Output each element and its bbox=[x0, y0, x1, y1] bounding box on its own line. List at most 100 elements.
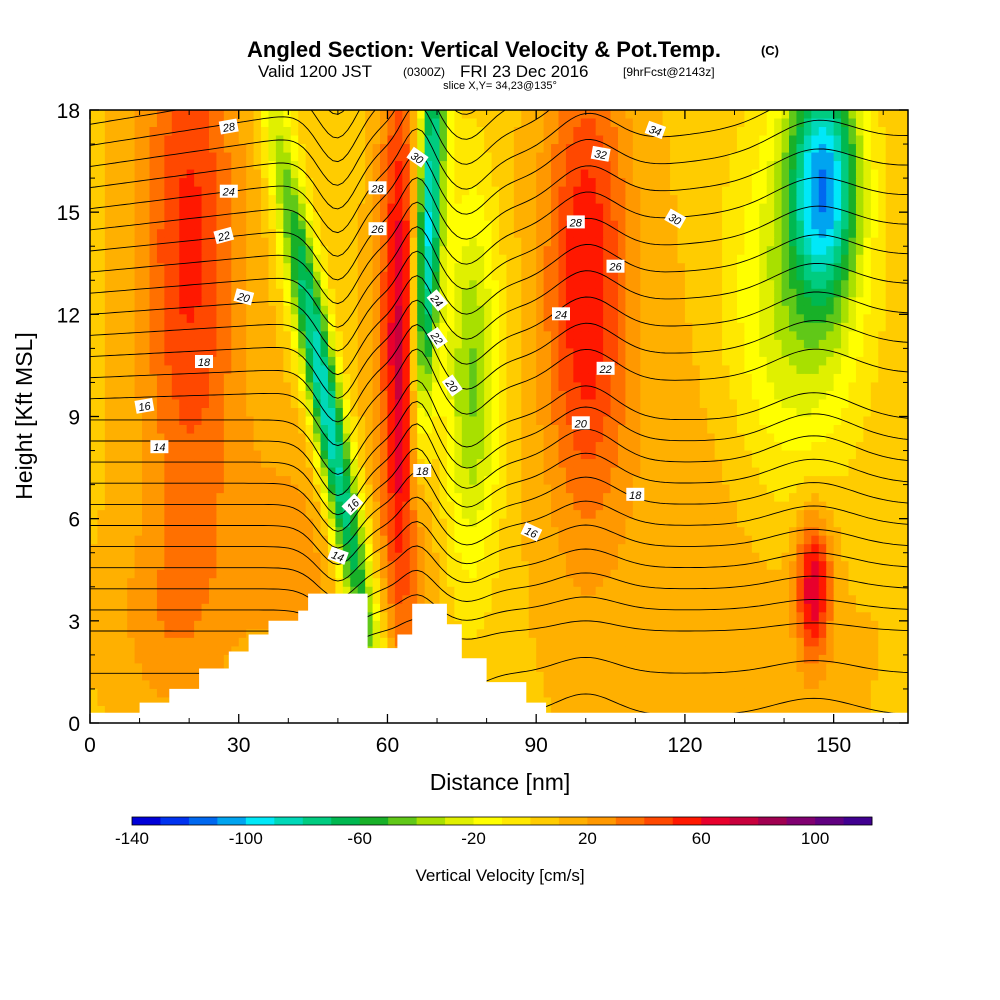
velocity-cell bbox=[692, 110, 701, 120]
velocity-cell bbox=[446, 220, 455, 230]
velocity-cell bbox=[506, 110, 515, 120]
velocity-cell bbox=[655, 195, 664, 205]
velocity-cell bbox=[870, 195, 879, 205]
velocity-cell bbox=[774, 484, 783, 494]
velocity-cell bbox=[223, 484, 232, 494]
velocity-cell bbox=[692, 339, 701, 349]
velocity-cell bbox=[194, 484, 203, 494]
velocity-cell bbox=[677, 331, 686, 341]
velocity-cell bbox=[848, 203, 857, 213]
velocity-cell bbox=[112, 237, 121, 247]
velocity-cell bbox=[603, 271, 612, 281]
velocity-cell bbox=[402, 263, 411, 273]
velocity-cell bbox=[692, 314, 701, 324]
velocity-cell bbox=[194, 365, 203, 375]
velocity-cell bbox=[357, 161, 366, 171]
velocity-cell bbox=[551, 288, 560, 298]
velocity-cell bbox=[327, 271, 336, 281]
velocity-cell bbox=[551, 203, 560, 213]
velocity-cell bbox=[625, 339, 634, 349]
velocity-cell bbox=[855, 407, 864, 418]
velocity-cell bbox=[357, 280, 366, 290]
velocity-cell bbox=[149, 322, 158, 332]
velocity-cell bbox=[171, 110, 180, 120]
velocity-cell bbox=[536, 365, 545, 375]
velocity-cell bbox=[253, 127, 262, 137]
velocity-cell bbox=[283, 237, 292, 247]
velocity-cell bbox=[692, 229, 701, 239]
velocity-cell bbox=[841, 484, 850, 494]
velocity-cell bbox=[692, 297, 701, 307]
velocity-cell bbox=[543, 459, 552, 469]
velocity-cell bbox=[216, 382, 225, 392]
velocity-cell bbox=[112, 390, 121, 401]
velocity-cell bbox=[744, 127, 753, 137]
velocity-cell bbox=[394, 110, 403, 120]
velocity-cell bbox=[253, 220, 262, 230]
velocity-cell bbox=[194, 135, 203, 145]
velocity-cell bbox=[208, 195, 218, 205]
velocity-cell bbox=[97, 263, 106, 273]
velocity-cell bbox=[603, 339, 612, 349]
velocity-cell bbox=[491, 373, 500, 384]
velocity-cell bbox=[298, 135, 307, 145]
velocity-cell bbox=[521, 203, 530, 213]
velocity-cell bbox=[499, 195, 508, 205]
velocity-cell bbox=[617, 178, 627, 188]
velocity-cell bbox=[707, 399, 716, 409]
velocity-cell bbox=[305, 229, 314, 239]
velocity-cell bbox=[394, 152, 403, 162]
velocity-cell bbox=[536, 127, 545, 137]
velocity-cell bbox=[283, 339, 292, 349]
velocity-cell bbox=[261, 450, 270, 460]
velocity-cell bbox=[677, 442, 686, 452]
velocity-cell bbox=[774, 186, 783, 196]
velocity-cell bbox=[491, 212, 500, 222]
velocity-cell bbox=[409, 161, 418, 171]
velocity-cell bbox=[528, 220, 537, 230]
velocity-cell bbox=[521, 433, 530, 443]
velocity-cell bbox=[662, 459, 671, 469]
velocity-cell bbox=[513, 356, 522, 367]
velocity-cell bbox=[670, 365, 679, 375]
velocity-cell bbox=[179, 399, 188, 409]
velocity-cell bbox=[119, 382, 128, 392]
velocity-cell bbox=[759, 399, 768, 409]
velocity-cell bbox=[736, 110, 745, 120]
velocity-cell bbox=[617, 288, 627, 298]
velocity-cell bbox=[119, 280, 128, 290]
velocity-cell bbox=[603, 425, 612, 435]
velocity-cell bbox=[573, 229, 582, 239]
velocity-cell bbox=[156, 493, 165, 503]
velocity-cell bbox=[491, 152, 500, 162]
velocity-cell bbox=[893, 425, 902, 435]
velocity-cell bbox=[313, 373, 322, 384]
velocity-cell bbox=[305, 339, 314, 349]
velocity-cell bbox=[506, 237, 515, 247]
velocity-cell bbox=[499, 416, 508, 426]
velocity-cell bbox=[238, 127, 247, 137]
velocity-cell bbox=[454, 144, 463, 154]
velocity-cell bbox=[543, 425, 552, 435]
velocity-cell bbox=[841, 203, 850, 213]
velocity-cell bbox=[670, 373, 679, 384]
velocity-cell bbox=[454, 322, 463, 332]
velocity-cell bbox=[781, 382, 790, 392]
velocity-cell bbox=[640, 442, 649, 452]
velocity-cell bbox=[736, 459, 745, 469]
velocity-cell bbox=[513, 271, 522, 281]
velocity-cell bbox=[885, 407, 894, 418]
velocity-cell bbox=[870, 416, 879, 426]
velocity-cell bbox=[885, 280, 894, 290]
velocity-cell bbox=[848, 467, 857, 477]
velocity-cell bbox=[841, 110, 850, 120]
velocity-cell bbox=[454, 169, 463, 179]
velocity-cell bbox=[893, 246, 902, 256]
velocity-cell bbox=[640, 322, 649, 332]
velocity-cell bbox=[707, 212, 716, 222]
velocity-cell bbox=[238, 254, 247, 264]
velocity-cell bbox=[573, 459, 582, 469]
velocity-cell bbox=[551, 356, 560, 367]
velocity-cell bbox=[268, 476, 277, 486]
velocity-cell bbox=[238, 118, 247, 128]
